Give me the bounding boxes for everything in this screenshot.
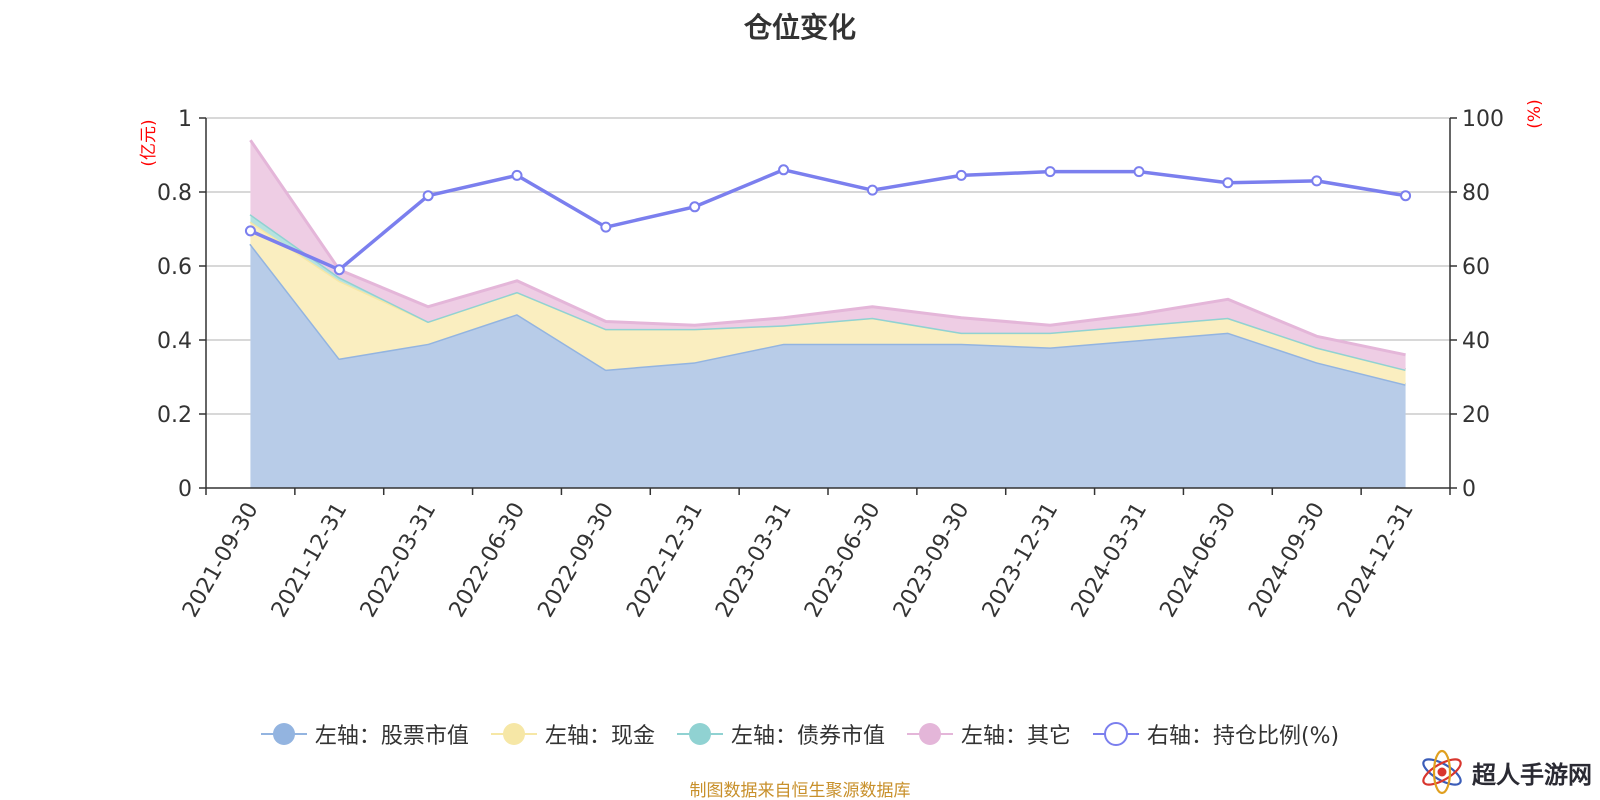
left-tick-label: 1 [178,107,192,132]
left-tick-label: 0.6 [157,255,192,280]
legend-label: 左轴：股票市值 [314,724,469,749]
left-tick-label: 0 [178,477,192,502]
left-tick-label: 0.4 [157,329,192,354]
right-tick-label: 40 [1462,329,1490,354]
x-tick-label: 2024-09-30 [1244,499,1330,622]
legend-item[interactable]: 左轴：其它 [906,718,1071,750]
legend-label: 左轴：债券市值 [730,724,885,749]
axis-layer [199,117,1457,495]
x-tick-label: 2023-12-31 [978,499,1064,622]
legend-label: 左轴：其它 [960,724,1071,749]
area-edge-series-3 [249,139,1406,357]
right-tick-label: 80 [1462,181,1490,206]
legend-label: 左轴：现金 [544,724,655,749]
x-tick-label: 2023-06-30 [800,499,886,622]
line-series-0 [249,168,1406,272]
x-tick-label: 2022-03-31 [356,499,442,622]
right-axis-unit: (%) [1525,99,1545,128]
legend-line-marker-icon [1092,722,1139,746]
line-point [1222,177,1234,189]
x-tick-label: 2024-03-31 [1067,499,1153,622]
source-note: 制图数据来自恒生聚源数据库 [689,781,911,800]
line-point [866,184,878,196]
line-layer [244,164,1412,276]
legend-area-marker-icon [490,723,537,745]
line-point [1133,166,1145,178]
legend-item[interactable]: 右轴：持仓比例(%) [1092,718,1340,750]
line-point [600,221,612,233]
x-tick-label: 2024-12-31 [1333,499,1419,622]
left-axis-unit: (亿元) [139,119,159,166]
x-tick-label: 2023-09-30 [889,499,975,622]
plot-area: 1 0.8 0.6 0.4 0.2 0 100 80 60 40 20 0 (亿元) (%) 2021-09… [139,99,1545,622]
right-tick-label: 0 [1462,477,1476,502]
line-point [422,190,434,202]
legend-item[interactable]: 左轴：股票市值 [260,718,469,750]
area-series-0 [250,243,1406,488]
watermark-text: 超人手游网 [1472,760,1592,789]
x-tick-label: 2023-03-31 [711,499,797,622]
right-tick-label: 100 [1462,107,1504,132]
x-tick-label: 2022-12-31 [622,499,708,622]
atom-logo-icon [1422,749,1462,795]
x-tick-label: 2022-09-30 [533,499,619,622]
x-tick-label: 2021-12-31 [267,499,353,622]
watermark: 超人手游网 [1418,748,1592,796]
legend-item[interactable]: 左轴：债券市值 [676,718,885,750]
line-point [1311,175,1323,187]
area-layer [249,139,1406,488]
line-point [511,169,523,181]
right-tick-label: 60 [1462,255,1490,280]
line-point [333,264,345,276]
x-tick-label: 2022-06-30 [445,499,531,622]
line-point [689,201,701,213]
legend-item[interactable]: 左轴：现金 [490,718,655,750]
left-tick-label: 0.2 [157,403,192,428]
line-point [1044,166,1056,178]
line-point [778,164,790,176]
legend-label: 右轴：持仓比例(%) [1146,724,1340,749]
line-point [1400,190,1412,202]
x-tick-label: 2021-09-30 [178,499,264,622]
legend: 左轴：股票市值 左轴：现金 左轴：债券市值 左轴：其它 右轴：持仓比例(%) [0,718,1600,750]
right-tick-label: 20 [1462,403,1490,428]
legend-area-marker-icon [906,723,953,745]
chart-title: 仓位变化 [743,11,856,44]
line-point [244,225,256,237]
line-point [955,169,967,181]
legend-area-marker-icon [676,723,723,745]
left-tick-label: 0.8 [157,181,192,206]
legend-area-marker-icon [260,723,307,745]
x-tick-label: 2024-06-30 [1155,499,1241,622]
